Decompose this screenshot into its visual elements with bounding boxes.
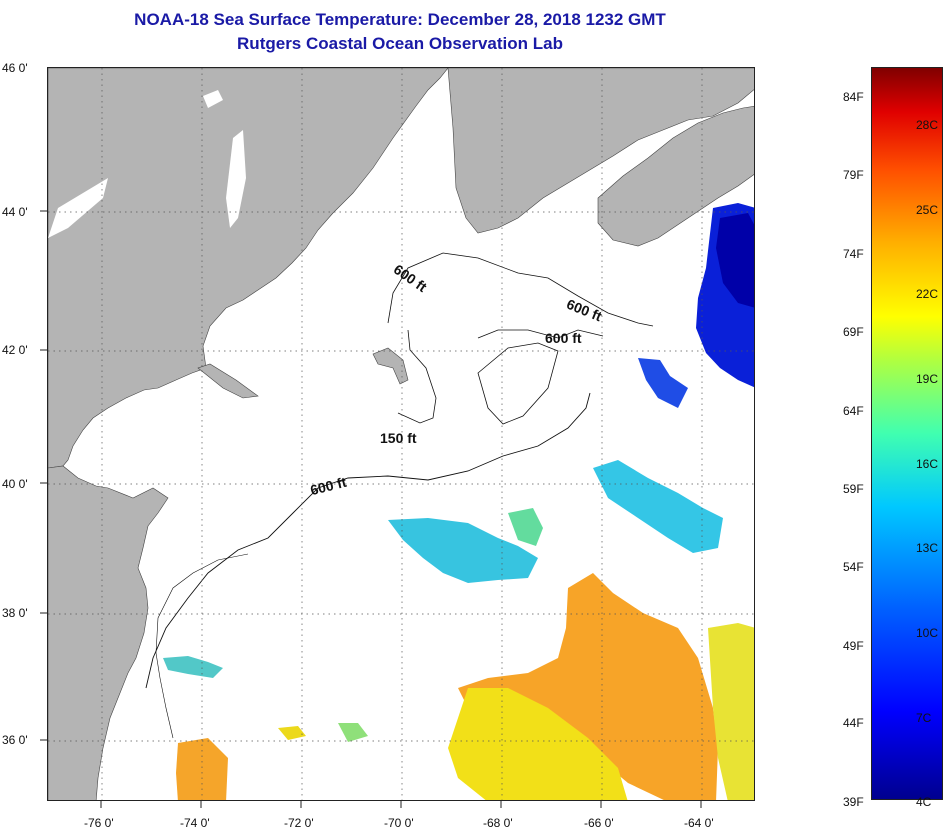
lat-label-38: 38 0' <box>2 606 28 620</box>
sst-patch-yellow-east <box>448 688 628 800</box>
lat-label-40: 40 0' <box>2 477 28 491</box>
colorbar-label-44f: 44F <box>843 716 864 730</box>
colorbar-label-64f: 64F <box>843 404 864 418</box>
colorbar-label-10c: 10C <box>916 626 939 640</box>
colorbar-label-28c: 28C <box>916 118 939 132</box>
contour-150ft <box>397 329 437 424</box>
lon-label-66: -66 0' <box>584 816 614 830</box>
colorbar-label-22c: 22C <box>916 287 939 301</box>
colorbar-label-39f: 39F <box>843 795 864 809</box>
map-title: NOAA-18 Sea Surface Temperature: Decembe… <box>134 10 666 29</box>
lat-label-42: 42 0' <box>2 343 28 357</box>
colorbar-label-7c: 7C <box>916 711 932 725</box>
lake <box>226 130 246 228</box>
graticule <box>48 68 754 800</box>
colorbar-label-25c: 25C <box>916 203 939 217</box>
lake <box>203 90 223 108</box>
land-capecod <box>372 347 409 385</box>
colorbar-label-79f: 79F <box>843 168 864 182</box>
colorbar-label-84f: 84F <box>843 90 864 104</box>
contour-600ft-gom <box>387 252 654 327</box>
colorbar-label-4c: 4C <box>916 795 932 809</box>
sst-patch-yellow-sw <box>278 726 306 740</box>
colorbar-label-49f: 49F <box>843 639 864 653</box>
colorbar-label-74f: 74F <box>843 247 864 261</box>
colorbar-label-54f: 54F <box>843 560 864 574</box>
depth-label-600ft-georges: 600 ft <box>545 330 582 346</box>
colorbar-label-13c: 13C <box>916 541 939 555</box>
sst-patch-cyan-mid <box>388 518 538 583</box>
map-subtitle: Rutgers Coastal Ocean Observation Lab <box>237 34 563 53</box>
lat-label-46: 46 0' <box>2 61 28 75</box>
lake <box>48 178 108 238</box>
lon-label-64: -64 0' <box>684 816 714 830</box>
sst-patch-green-sw <box>338 723 368 742</box>
colorbar-label-19c: 19C <box>916 372 939 386</box>
land-novascotia <box>597 106 754 247</box>
lon-label-76: -76 0' <box>84 816 114 830</box>
sst-map <box>47 67 755 801</box>
sst-patch-cyan-east <box>593 460 723 553</box>
lat-label-44: 44 0' <box>2 205 28 219</box>
contour-coastal <box>155 553 249 739</box>
sst-patch-orange-sw <box>176 738 228 800</box>
contour-600ft-inner <box>477 329 604 339</box>
land-longisland <box>197 363 259 399</box>
land-midatlantic <box>48 465 169 800</box>
colorbar-label-16c: 16C <box>916 457 939 471</box>
lon-label-72: -72 0' <box>284 816 314 830</box>
lat-label-36: 36 0' <box>2 733 28 747</box>
sst-patch-yellow-far <box>708 623 754 800</box>
sst-patch-orange-east <box>458 573 718 800</box>
sst-patch-green-mid <box>508 508 543 546</box>
sst-patch-cyan-sw <box>163 656 223 678</box>
land-newbrunswick <box>447 68 754 234</box>
contour-georges <box>477 342 559 425</box>
contour-600ft-shelf <box>145 392 591 689</box>
colorbar-label-59f: 59F <box>843 482 864 496</box>
sst-patch-blue-ns-dark <box>716 213 754 308</box>
sst-patch-blue-small <box>638 358 688 408</box>
lon-label-74: -74 0' <box>180 816 210 830</box>
land-mainland <box>48 68 449 469</box>
map-svg <box>48 68 754 800</box>
temperature-colorbar <box>871 67 943 800</box>
colorbar-label-69f: 69F <box>843 325 864 339</box>
lon-label-68: -68 0' <box>483 816 513 830</box>
lon-label-70: -70 0' <box>384 816 414 830</box>
depth-label-150ft: 150 ft <box>380 430 417 446</box>
